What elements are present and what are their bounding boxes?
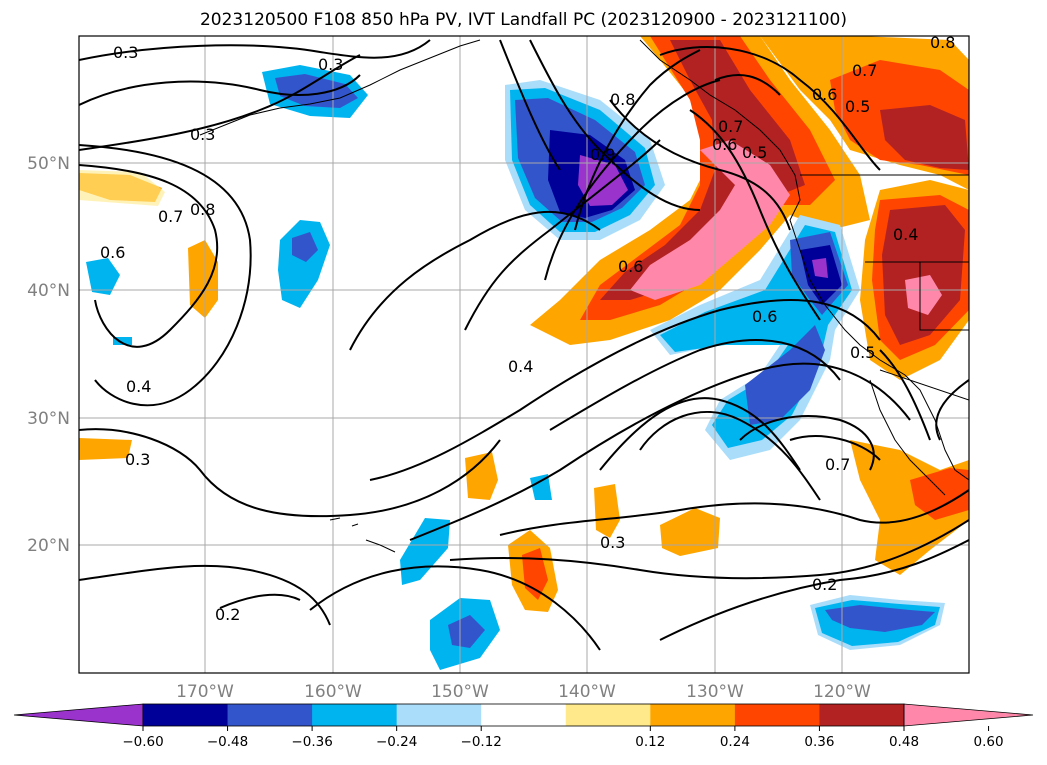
lat-label: 40°N bbox=[27, 281, 70, 301]
colorbar-swatch bbox=[650, 704, 736, 726]
lat-label: 50°N bbox=[27, 154, 70, 174]
colorbar: −0.60 −0.48 −0.36 −0.24 −0.12 0.12 0.24 0.36 0.4… bbox=[13, 703, 1034, 750]
colorbar-tick-label: −0.60 bbox=[122, 734, 163, 750]
latitude-labels: 50°N 40°N 30°N 20°N bbox=[27, 154, 70, 556]
contour-label: 0.3 bbox=[318, 55, 343, 74]
bering-negative-blue bbox=[275, 74, 358, 108]
lon-label: 120°W bbox=[813, 682, 871, 702]
colorbar-tick-label: 0.48 bbox=[889, 734, 919, 750]
colorbar-swatch bbox=[312, 704, 398, 726]
colorbar-tick-label: 0.12 bbox=[635, 734, 665, 750]
contour-label: 0.6 bbox=[752, 307, 777, 326]
hawaii-islands bbox=[329, 517, 396, 553]
colorbar-swatch bbox=[819, 704, 905, 726]
contour-label: 0.3 bbox=[600, 533, 625, 552]
dateline-positive-orange bbox=[188, 240, 218, 318]
colorbar-swatch bbox=[734, 704, 820, 726]
contour-label: 0.5 bbox=[845, 97, 870, 116]
contour-label: 0.5 bbox=[850, 343, 875, 362]
lon-label: 170°W bbox=[176, 682, 234, 702]
contour-label: 0.4 bbox=[508, 357, 533, 376]
contour-label: 0.7 bbox=[825, 455, 850, 474]
contour-label: 0.4 bbox=[126, 377, 151, 396]
colorbar-tick-label: −0.36 bbox=[291, 734, 332, 750]
map-title: 2023120500 F108 850 hPa PV, IVT Landfall… bbox=[199, 10, 847, 30]
colorbar-frame bbox=[142, 703, 905, 727]
map-frame bbox=[78, 35, 970, 674]
baja-coast bbox=[869, 379, 946, 496]
west-positive-orange-bottom bbox=[79, 438, 132, 460]
gulf-negative-purple bbox=[578, 155, 628, 206]
colorbar-swatch bbox=[396, 704, 482, 726]
us-mexico-border bbox=[879, 369, 969, 401]
coastal-positive-pink bbox=[630, 140, 790, 300]
midpac-negative-blue bbox=[292, 232, 318, 262]
contour-label: 0.8 bbox=[610, 90, 635, 109]
contour-lines bbox=[79, 39, 969, 651]
baja-positive-red bbox=[910, 468, 969, 520]
colorbar-swatch bbox=[143, 704, 229, 726]
map-panel[interactable]: 0.3 0.3 0.3 0.8 0.8 0.7 0.6 0.5 0.7 0.6 … bbox=[79, 33, 969, 673]
contour-label: 0.6 bbox=[100, 243, 125, 262]
midpac-negative-cyan bbox=[278, 220, 330, 308]
alaska-coast bbox=[639, 39, 969, 481]
lon-label: 130°W bbox=[686, 682, 744, 702]
contour-label: 0.7 bbox=[852, 61, 877, 80]
lat-label: 30°N bbox=[27, 409, 70, 429]
contour-label: 0.7 bbox=[718, 117, 743, 136]
coastlines bbox=[199, 39, 969, 553]
lon-label: 150°W bbox=[431, 682, 489, 702]
ne-positive-darkred bbox=[880, 105, 969, 170]
colorbar-swatch bbox=[565, 704, 651, 726]
subtrop-negative-3-blue bbox=[448, 615, 485, 648]
contour-label: 0.7 bbox=[158, 207, 183, 226]
contour-label-group: 0.3 0.3 0.3 0.8 0.8 0.7 0.6 0.5 0.7 0.6 … bbox=[100, 33, 955, 624]
graticule bbox=[79, 36, 969, 673]
subtrop-negative-1 bbox=[530, 474, 552, 500]
colorbar-swatch bbox=[227, 704, 313, 726]
contour-label: 0.6 bbox=[618, 257, 643, 276]
aleutian-chain bbox=[199, 39, 481, 136]
state-border-2 bbox=[919, 262, 969, 331]
contour-label: 0.3 bbox=[190, 125, 215, 144]
lon-label: 140°W bbox=[558, 682, 616, 702]
contour-label: 0.3 bbox=[113, 43, 138, 62]
west-positive-light-top bbox=[79, 170, 165, 206]
colorbar-tick-label: −0.12 bbox=[461, 734, 502, 750]
coastal-positive-darkred bbox=[600, 40, 805, 300]
colorbar-tick-label: −0.48 bbox=[207, 734, 248, 750]
lat-label: 20°N bbox=[27, 536, 70, 556]
cal-negative-purple bbox=[812, 258, 828, 278]
subtrop-positive-2 bbox=[594, 484, 620, 538]
contour-label: 0.8 bbox=[930, 33, 955, 52]
contour-label: 0.3 bbox=[125, 450, 150, 469]
colorbar-tick-label: 0.24 bbox=[720, 734, 750, 750]
east-positive-pink bbox=[905, 275, 942, 315]
contour-label: 0.4 bbox=[893, 225, 918, 244]
colorbar-extend-left bbox=[13, 703, 144, 727]
contour-label: 0.2 bbox=[812, 575, 837, 594]
colorbar-tick-label: 0.60 bbox=[974, 734, 1004, 750]
colorbar-tick-label: 0.36 bbox=[804, 734, 834, 750]
contour-label: 0.6 bbox=[712, 135, 737, 154]
contour-label: 0.2 bbox=[215, 605, 240, 624]
contour-label: 0.8 bbox=[190, 200, 215, 219]
coastal-positive-red bbox=[580, 36, 835, 320]
south-negative-blue bbox=[825, 605, 935, 632]
east-positive-darkred bbox=[882, 205, 965, 345]
contour-label: 0.9 bbox=[590, 145, 615, 164]
west-negative-cyan bbox=[86, 258, 120, 295]
longitude-labels: 170°W 160°W 150°W 140°W 130°W 120°W bbox=[176, 682, 871, 702]
colorbar-extend-right bbox=[903, 703, 1034, 727]
subtrop-positive-3 bbox=[660, 508, 720, 556]
colorbar-tick-label: −0.24 bbox=[376, 734, 417, 750]
subtrop-positive-1 bbox=[465, 452, 498, 500]
contour-label: 0.5 bbox=[742, 143, 767, 162]
colorbar-swatch bbox=[481, 704, 567, 726]
lon-label: 160°W bbox=[304, 682, 362, 702]
contour-label: 0.6 bbox=[812, 85, 837, 104]
